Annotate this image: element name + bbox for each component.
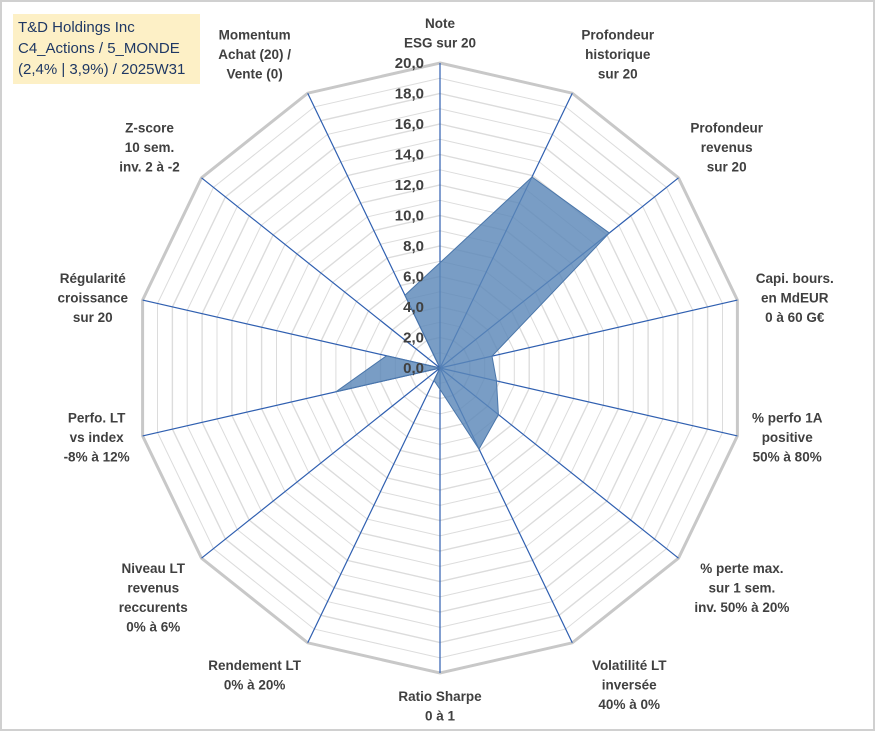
title-line-1: T&D Holdings Inc: [18, 19, 135, 36]
radar-axis-label: Niveau LT revenus reccurents 0% à 6%: [119, 561, 188, 635]
radar-axis-label: Régularité croissance sur 20: [58, 271, 129, 325]
title-line-2: C4_Actions / 5_MONDE: [18, 40, 180, 57]
radial-tick-label: 6,0: [403, 269, 424, 286]
radial-tick-label: 10,0: [395, 208, 424, 225]
radial-tick-label: 20,0: [395, 55, 424, 72]
radial-tick-label: 4,0: [403, 299, 424, 316]
radar-axis-label: Rendement LT 0% à 20%: [208, 658, 302, 693]
radar-axis-label: Z-score 10 sem. inv. 2 à -2: [119, 120, 180, 174]
radar-spoke: [201, 367, 441, 559]
radar-spoke: [307, 367, 441, 644]
radial-tick-label: 16,0: [395, 116, 424, 133]
radial-tick-label: 2,0: [403, 330, 424, 347]
radar-spoke: [201, 177, 441, 369]
radar-axis-label: Ratio Sharpe 0 à 1: [398, 689, 482, 724]
radar-axis-label: Profondeur revenus sur 20: [690, 120, 763, 174]
radar-axis-label: % perte max. sur 1 sem. inv. 50% à 20%: [694, 561, 789, 615]
radar-axis-label: Momentum Achat (20) / Vente (0): [218, 28, 291, 82]
radar-axis-label: Perfo. LT vs index -8% à 12%: [64, 410, 130, 464]
radial-tick-label: 18,0: [395, 86, 424, 103]
title-line-3: (2,4% | 3,9%) / 2025W31: [18, 61, 186, 78]
radar-data-area: [335, 176, 611, 451]
radial-tick-label: 12,0: [395, 177, 424, 194]
radar-axis-label: Volatilité LT inversée 40% à 0%: [592, 658, 667, 712]
radar-axis-label: Capi. bours. en MdEUR 0 à 60 G€: [756, 271, 834, 325]
chart-title-box: T&D Holdings Inc C4_Actions / 5_MONDE (2…: [13, 14, 200, 84]
radial-tick-label: 8,0: [403, 238, 424, 255]
radar-axis-label: Note ESG sur 20: [404, 16, 476, 51]
radar-axis-label: % perfo 1A positive 50% à 80%: [752, 410, 823, 464]
radar-axis-label: Profondeur historique sur 20: [581, 28, 654, 82]
radial-tick-label: 0,0: [403, 360, 424, 377]
radial-tick-label: 14,0: [395, 147, 424, 164]
